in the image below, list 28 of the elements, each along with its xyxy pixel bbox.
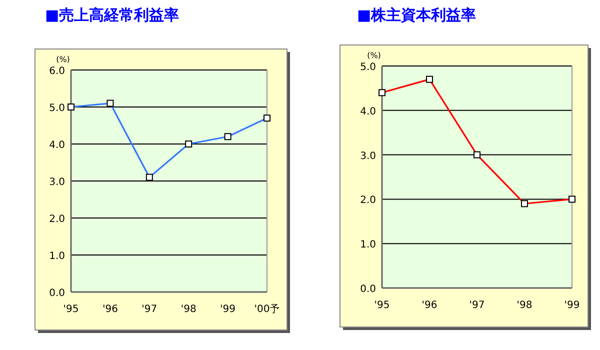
y-axis-title: (%) xyxy=(56,55,70,64)
y-tick-label: 0.0 xyxy=(49,288,65,299)
y-tick-label: 4.0 xyxy=(360,106,376,118)
x-tick-label: '99 xyxy=(564,300,580,311)
y-tick-label: 1.0 xyxy=(360,240,376,251)
x-tick-label: '98 xyxy=(516,300,532,311)
x-tick-label: '95 xyxy=(63,304,79,315)
chart-title: ■株主資本利益率 xyxy=(357,6,476,24)
y-tick-label: 0.0 xyxy=(360,284,376,295)
y-tick-label: 6.0 xyxy=(49,66,65,77)
x-tick-label: '99 xyxy=(220,304,236,315)
y-tick-label: 5.0 xyxy=(360,62,376,73)
y-axis-title: (%) xyxy=(367,51,381,60)
x-tick-label: '97 xyxy=(469,300,485,311)
y-tick-label: 2.0 xyxy=(49,214,65,225)
x-tick-label: '96 xyxy=(422,300,438,311)
x-tick-label: '97 xyxy=(142,304,158,315)
y-tick-label: 1.0 xyxy=(49,251,65,262)
x-tick-label: '95 xyxy=(374,300,390,311)
y-tick-label: 3.0 xyxy=(360,150,376,162)
y-tick-label: 3.0 xyxy=(49,177,65,188)
chart-title: ■売上高経常利益率 xyxy=(45,6,180,24)
x-tick-label: '00予 xyxy=(254,304,280,315)
y-tick-label: 2.0 xyxy=(360,195,376,206)
y-tick-label: 5.0 xyxy=(49,103,65,114)
y-tick-label: 4.0 xyxy=(49,140,65,151)
x-tick-label: '98 xyxy=(180,304,196,315)
x-tick-label: '96 xyxy=(102,304,118,315)
